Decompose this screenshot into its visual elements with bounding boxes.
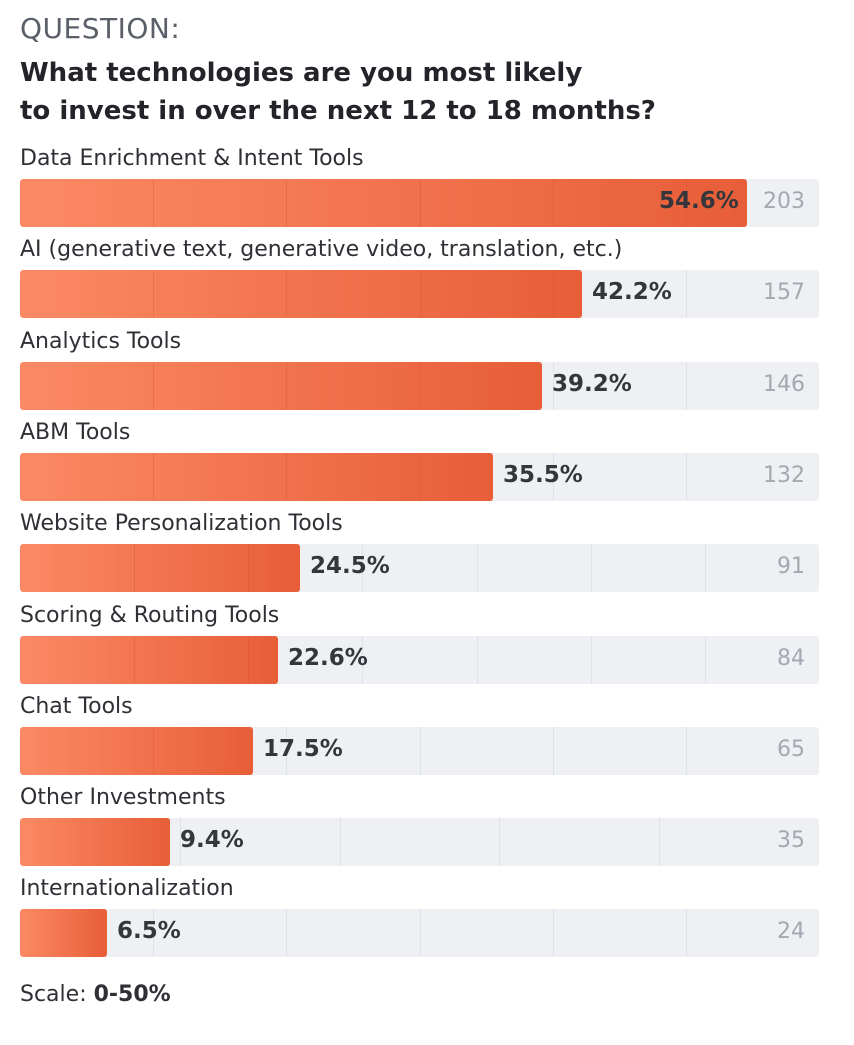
scale-note: Scale: 0-50% (20, 982, 171, 1007)
percent-label: 9.4% (180, 827, 244, 853)
bar-track: 24.5% 91 (20, 544, 819, 592)
gridline (591, 636, 592, 684)
bar-gridline (153, 453, 154, 501)
respondent-count: 157 (763, 280, 805, 305)
bar (20, 544, 300, 592)
percent-label: 6.5% (117, 918, 181, 944)
gridline (659, 818, 660, 866)
question-title-line-1: What technologies are you most likely (20, 58, 583, 88)
respondent-count: 91 (777, 554, 805, 579)
bar-gridline (153, 727, 154, 775)
gridline (499, 818, 500, 866)
gridline (362, 544, 363, 592)
bar-gridline (420, 179, 421, 227)
question-kicker: QUESTION: (20, 12, 181, 45)
gridline (553, 909, 554, 957)
bar-gridline (286, 270, 287, 318)
percent-label: 22.6% (288, 645, 368, 671)
bar-gridline (286, 453, 287, 501)
bar-gridline (153, 362, 154, 410)
respondent-count: 146 (763, 372, 805, 397)
bar-gridline (686, 179, 687, 227)
percent-label: 39.2% (552, 371, 632, 397)
bar (20, 179, 747, 227)
bar-track: 35.5% 132 (20, 453, 819, 501)
gridline (686, 453, 687, 501)
percent-label: 24.5% (310, 553, 390, 579)
category-label: Other Investments (20, 785, 226, 810)
respondent-count: 132 (763, 463, 805, 488)
bar-gridline (248, 544, 249, 592)
bar-track: 22.6% 84 (20, 636, 819, 684)
category-label: Data Enrichment & Intent Tools (20, 146, 364, 171)
respondent-count: 35 (777, 828, 805, 853)
respondent-count: 203 (763, 189, 805, 214)
bar-gridline (420, 270, 421, 318)
category-label: Chat Tools (20, 694, 133, 719)
gridline (686, 727, 687, 775)
gridline (705, 636, 706, 684)
gridline (591, 544, 592, 592)
gridline (420, 727, 421, 775)
gridline (340, 818, 341, 866)
gridline (686, 270, 687, 318)
bar-track: 39.2% 146 (20, 362, 819, 410)
category-label: Scoring & Routing Tools (20, 603, 280, 628)
bar (20, 727, 253, 775)
category-label: Website Personalization Tools (20, 511, 343, 536)
percent-label: 42.2% (592, 279, 672, 305)
category-label: ABM Tools (20, 420, 131, 445)
bar-gridline (286, 362, 287, 410)
category-label: AI (generative text, generative video, t… (20, 237, 623, 262)
bar-track: 6.5% 24 (20, 909, 819, 957)
bar-gridline (286, 179, 287, 227)
bar-gridline (134, 636, 135, 684)
gridline (477, 544, 478, 592)
bar-gridline (420, 362, 421, 410)
bar-track: 42.2% 157 (20, 270, 819, 318)
bar-gridline (153, 179, 154, 227)
gridline (286, 909, 287, 957)
respondent-count: 65 (777, 737, 805, 762)
category-label: Internationalization (20, 876, 234, 901)
bar-track: 9.4% 35 (20, 818, 819, 866)
bar-gridline (553, 179, 554, 227)
respondent-count: 24 (777, 919, 805, 944)
bar-gridline (134, 544, 135, 592)
category-label: Analytics Tools (20, 329, 182, 354)
scale-label: Scale: (20, 982, 87, 1007)
bar-gridline (153, 270, 154, 318)
gridline (420, 909, 421, 957)
bar (20, 818, 170, 866)
percent-label: 17.5% (263, 736, 343, 762)
scale-value: 0-50% (93, 982, 171, 1007)
gridline (153, 909, 154, 957)
bar-gridline (420, 453, 421, 501)
gridline (286, 727, 287, 775)
bar-track: 17.5% 65 (20, 727, 819, 775)
gridline (477, 636, 478, 684)
respondent-count: 84 (777, 646, 805, 671)
gridline (362, 636, 363, 684)
gridline (686, 362, 687, 410)
bar (20, 909, 107, 957)
percent-label: 54.6% (659, 188, 739, 214)
bar (20, 636, 278, 684)
bar-track: 54.6% 203 (20, 179, 819, 227)
gridline (686, 909, 687, 957)
bar-gridline (248, 636, 249, 684)
gridline (553, 727, 554, 775)
question-title: What technologies are you most likely to… (20, 54, 780, 130)
question-title-line-2: to invest in over the next 12 to 18 mont… (20, 96, 656, 126)
gridline (553, 453, 554, 501)
gridline (553, 362, 554, 410)
bar (20, 362, 542, 410)
bar-gridline (553, 270, 554, 318)
percent-label: 35.5% (503, 462, 583, 488)
gridline (705, 544, 706, 592)
bar (20, 453, 493, 501)
gridline (180, 818, 181, 866)
bar (20, 270, 582, 318)
